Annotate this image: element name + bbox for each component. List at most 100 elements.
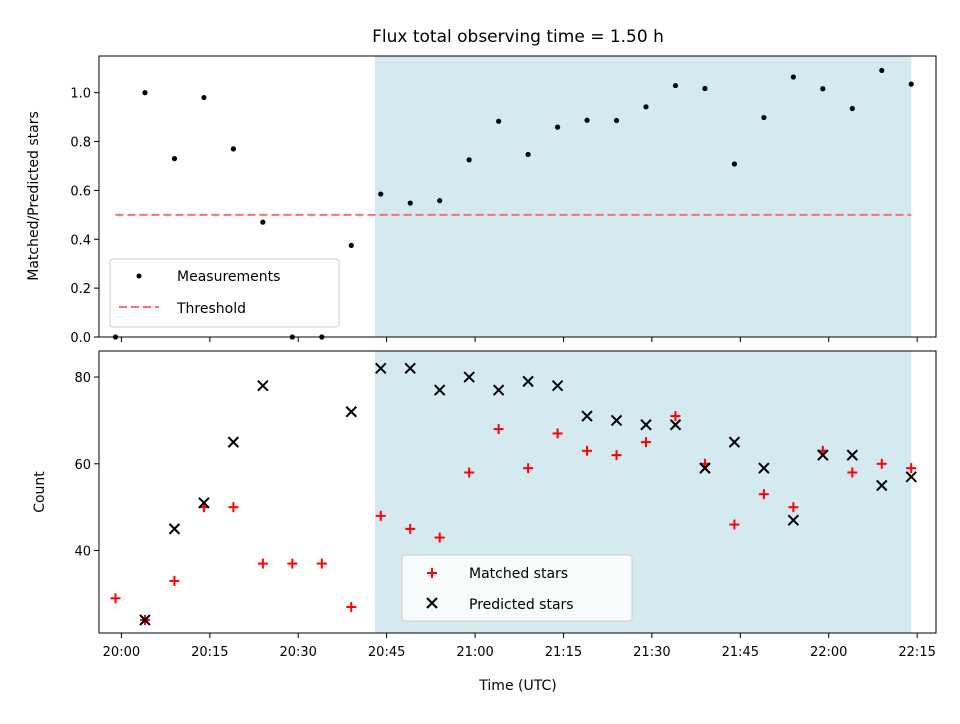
matched-star-point (375, 510, 386, 521)
x-tick-label: 21:45 (722, 645, 759, 660)
predicted-star-point (375, 362, 387, 375)
predicted-star-mark (463, 371, 475, 383)
y-tick-label: 0.0 (70, 331, 91, 346)
predicted-star-mark (699, 462, 711, 474)
predicted-star-mark (139, 614, 151, 626)
matched-star-point (434, 532, 445, 543)
matched-star-point (464, 467, 475, 478)
measurement-point (672, 82, 679, 89)
predicted-star-mark (728, 436, 741, 448)
measurement-point (613, 117, 620, 124)
measurement-point (643, 104, 649, 110)
ratio-legend: Measurements Threshold (109, 258, 340, 328)
count-points-layer (110, 362, 917, 626)
count-y-axis-label: Count (32, 471, 48, 513)
predicted-star-mark (168, 523, 181, 535)
matched-star-point (287, 558, 298, 569)
measurement-point (260, 219, 266, 225)
matched-star-point (670, 411, 681, 422)
predicted-star-point (758, 462, 770, 474)
predicted-star-point (551, 380, 564, 392)
matched-star-point (729, 519, 740, 530)
legend-marker-measurements (136, 273, 142, 279)
predicted-star-mark (817, 449, 829, 461)
predicted-star-mark (227, 436, 240, 448)
matched-star-point (316, 558, 327, 569)
observing-window-shade (374, 56, 912, 337)
predicted-star-mark (669, 419, 682, 431)
measurement-point (908, 81, 914, 87)
predicted-star-point (905, 471, 917, 483)
y-tick-label: 80 (74, 371, 91, 386)
measurement-point (790, 74, 796, 80)
predicted-star-point (817, 449, 829, 461)
matched-star-point (257, 558, 268, 569)
measurement-point (378, 191, 384, 197)
x-tick-label: 21:30 (633, 645, 670, 660)
legend-label-predicted: Predicted stars (469, 597, 574, 613)
measurement-point (348, 242, 354, 248)
predicted-star-point (463, 371, 475, 383)
predicted-star-mark (640, 419, 652, 431)
ratio-x-ticks (120, 337, 918, 342)
measurement-point (407, 200, 413, 206)
legend-label-matched: Matched stars (469, 566, 568, 582)
matched-star-point (405, 523, 416, 534)
predicted-star-mark (905, 471, 917, 483)
predicted-star-mark (876, 479, 888, 492)
matched-star-point (110, 593, 121, 604)
measurement-point (171, 156, 178, 162)
predicted-star-point (610, 414, 623, 427)
count-y-axis: 40 60 80 (74, 371, 99, 560)
predicted-star-point (699, 462, 711, 474)
legend-marker-matched (427, 568, 437, 578)
predicted-star-point (876, 479, 888, 492)
predicted-star-point (198, 497, 210, 509)
matched-star-point (346, 601, 357, 612)
matched-star-point (788, 502, 799, 513)
matched-star-point (906, 463, 917, 474)
y-tick-label: 0.4 (70, 233, 91, 248)
predicted-star-point (581, 410, 593, 422)
x-tick-label: 20:30 (279, 645, 316, 660)
predicted-star-mark (404, 362, 416, 375)
measurement-point (731, 161, 738, 167)
measurement-point (584, 117, 590, 123)
measurement-point (437, 198, 443, 204)
count-legend-box (401, 554, 633, 622)
predicted-star-point (227, 436, 240, 448)
legend-marker-predicted (426, 597, 438, 609)
matched-star-point (228, 502, 239, 513)
predicted-star-point (404, 362, 416, 375)
predicted-star-point (492, 384, 505, 396)
predicted-star-point (168, 523, 181, 535)
y-tick-label: 1.0 (70, 87, 91, 102)
predicted-star-mark (433, 384, 446, 396)
chart-title: Flux total observing time = 1.50 h (372, 27, 664, 47)
matched-star-point (758, 489, 769, 500)
measurement-point (879, 67, 885, 74)
measurement-point (142, 90, 148, 96)
predicted-star-point (433, 384, 446, 396)
y-tick-label: 60 (74, 458, 91, 473)
matched-star-point (847, 467, 858, 478)
x-tick-label: 20:15 (191, 645, 228, 660)
measurement-point (525, 151, 531, 158)
ratio-y-axis-label: Matched/Predicted stars (26, 111, 42, 281)
measurement-point (230, 146, 236, 152)
predicted-star-mark (610, 414, 623, 427)
matched-star-point (552, 428, 563, 439)
predicted-star-point (787, 514, 800, 526)
measurement-point (554, 124, 561, 130)
measurement-point (702, 85, 708, 92)
predicted-star-point (669, 419, 682, 431)
time-x-axis-label: Time (UTC) (478, 678, 556, 694)
matched-star-point (582, 445, 593, 456)
y-tick-label: 0.6 (70, 184, 91, 199)
x-tick-label: 20:45 (368, 645, 405, 660)
predicted-star-mark (492, 384, 505, 396)
matched-star-point (876, 458, 887, 469)
measurement-point (849, 105, 855, 112)
measurement-point (496, 118, 502, 124)
ratio-panel: 0.0 0.2 0.4 0.6 0.8 1.0 Matched/Predicted sta… (26, 55, 937, 346)
